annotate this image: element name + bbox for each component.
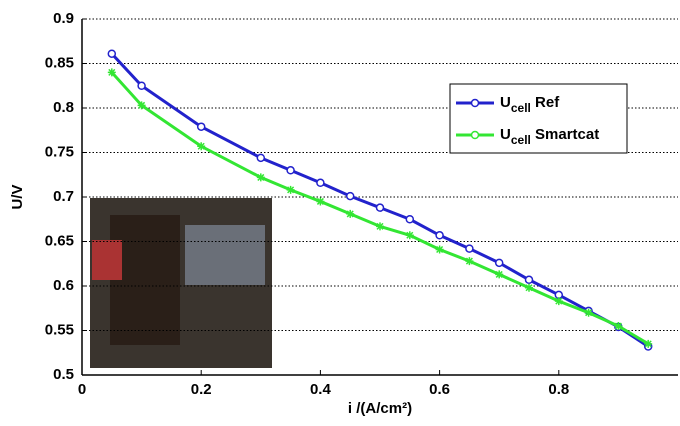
point [465, 244, 474, 253]
point [524, 275, 534, 285]
y-axis-label: U/V [9, 184, 26, 209]
point [197, 142, 206, 151]
point [405, 231, 414, 240]
point [107, 49, 117, 58]
y-tick-label: 0.65 [45, 232, 74, 249]
point [465, 257, 474, 266]
y-tick-label: 0.7 [53, 188, 74, 205]
point [495, 270, 504, 279]
y-tick-label: 0.8 [53, 99, 74, 116]
legend-label: Ucell Ref [500, 94, 560, 115]
point [405, 215, 415, 224]
point [196, 122, 206, 131]
point [316, 197, 325, 206]
y-tick-label: 0.55 [45, 321, 74, 338]
point [256, 173, 265, 182]
point [376, 222, 384, 231]
point [286, 166, 295, 175]
point [316, 178, 325, 188]
point [644, 339, 653, 348]
y-tick-label: 0.85 [45, 54, 74, 71]
point [554, 297, 563, 306]
y-tick-label: 0.5 [53, 366, 74, 383]
point [345, 191, 355, 201]
y-tick-label: 0.9 [53, 10, 74, 27]
point [256, 153, 266, 163]
x-tick-label: 0 [78, 381, 86, 398]
legend-label: Ucell Smartcat [500, 126, 599, 147]
legend-marker [470, 98, 480, 108]
x-tick-label: 0.8 [548, 381, 569, 398]
point [286, 185, 295, 194]
point [107, 68, 116, 77]
point [435, 231, 444, 240]
point [614, 322, 623, 331]
x-tick-label: 0.6 [429, 381, 450, 398]
point [137, 101, 146, 110]
legend-box [449, 83, 628, 154]
point [584, 308, 593, 317]
point [375, 203, 385, 212]
point [494, 258, 504, 268]
y-tick-label: 0.6 [53, 277, 74, 294]
photo-detail [185, 225, 265, 285]
x-tick-label: 0.2 [191, 381, 212, 398]
point [137, 81, 146, 90]
point [525, 283, 533, 292]
x-tick-label: 0.4 [310, 381, 332, 398]
y-tick-label: 0.75 [45, 143, 74, 160]
point [346, 209, 355, 218]
x-axis-label: i /(A/cm²) [348, 400, 412, 417]
photo-detail [92, 240, 122, 280]
point [435, 245, 444, 254]
legend-marker [470, 130, 480, 140]
